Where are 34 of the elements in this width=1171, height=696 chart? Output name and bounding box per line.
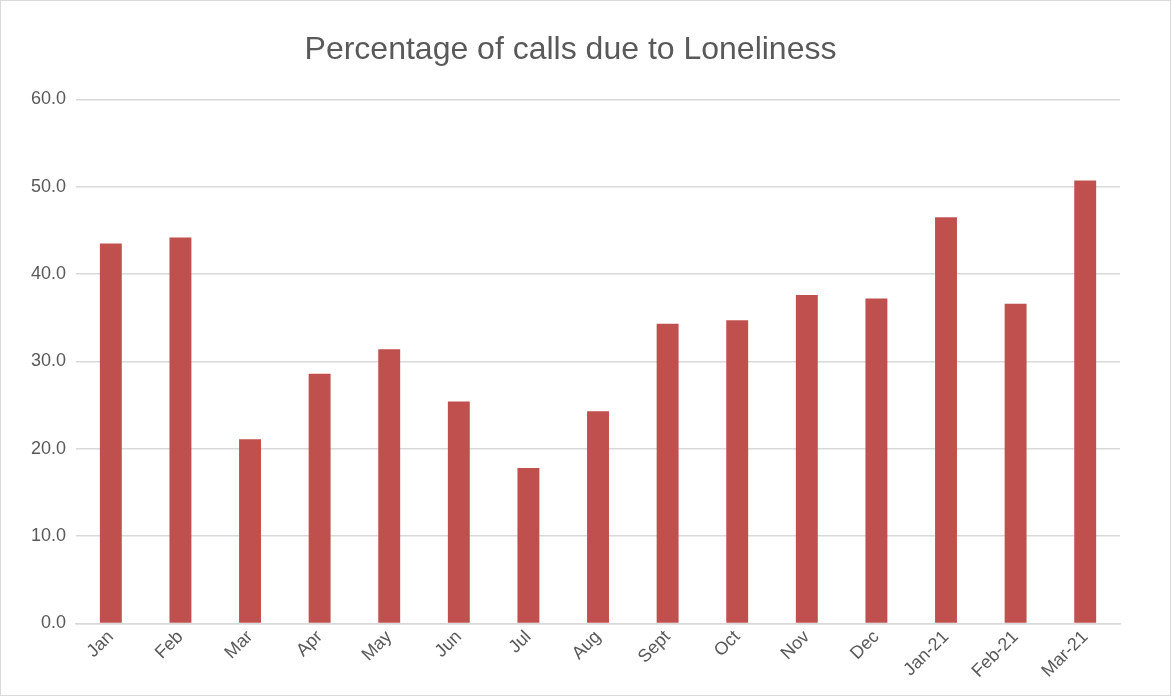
- x-tick-label: Aug: [567, 626, 605, 664]
- y-tick-label: 40.0: [30, 263, 67, 284]
- bar: [1004, 303, 1027, 623]
- y-tick-label: 50.0: [30, 175, 67, 196]
- x-tick-label: Oct: [709, 626, 744, 661]
- bar: [795, 295, 818, 623]
- bar: [517, 467, 540, 623]
- x-tick-label: Feb: [150, 626, 187, 663]
- x-tick-label: May: [357, 626, 396, 665]
- x-tick-label: Dec: [845, 626, 883, 664]
- bar: [447, 401, 470, 623]
- bar: [99, 243, 122, 623]
- bar: [656, 323, 679, 623]
- bar: [587, 411, 609, 623]
- x-tick-label: Jul: [504, 626, 535, 657]
- chart-title: Percentage of calls due to Loneliness: [304, 30, 837, 67]
- x-tick-label: Jan: [82, 626, 118, 661]
- bar: [169, 237, 192, 623]
- y-tick-label: 20.0: [30, 437, 67, 458]
- bar: [865, 298, 888, 623]
- y-tick-label: 60.0: [30, 88, 67, 109]
- bar: [726, 320, 749, 623]
- y-tick-label: 0.0: [41, 612, 67, 633]
- y-tick-label: 10.0: [30, 525, 67, 546]
- bar: [1074, 180, 1097, 623]
- bar: [239, 439, 261, 623]
- x-tick-label: Mar: [220, 626, 257, 663]
- x-tick-label: Jun: [430, 626, 466, 661]
- x-tick-label: Nov: [776, 626, 814, 664]
- bar: [935, 217, 957, 623]
- bar: [378, 349, 401, 623]
- y-tick-label: 30.0: [30, 350, 67, 371]
- bar: [308, 373, 331, 623]
- x-tick-label: Apr: [292, 626, 326, 661]
